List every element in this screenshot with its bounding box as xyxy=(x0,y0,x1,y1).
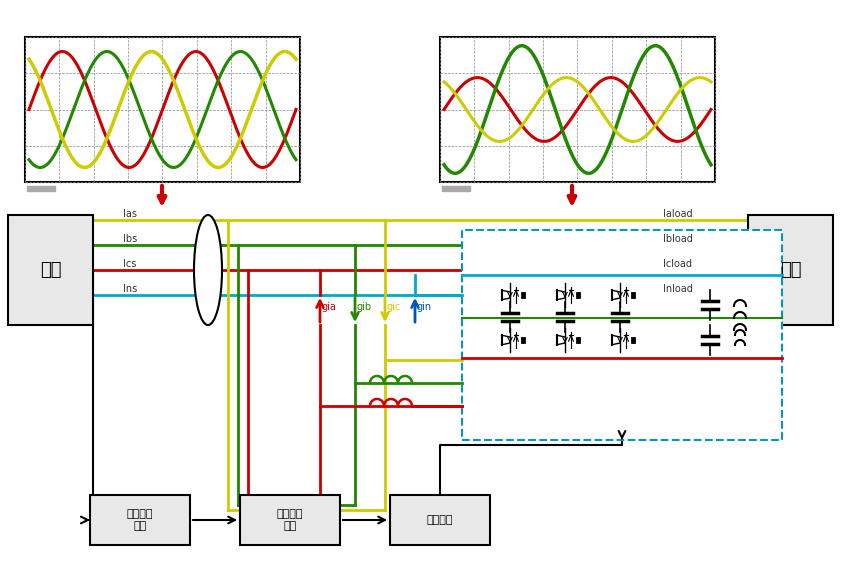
Text: Ias: Ias xyxy=(123,209,137,219)
Bar xyxy=(747,215,832,325)
Text: gia: gia xyxy=(322,302,337,312)
Bar xyxy=(462,230,781,440)
Bar xyxy=(8,215,93,325)
Bar xyxy=(25,37,300,182)
Ellipse shape xyxy=(194,215,222,325)
Text: Inload: Inload xyxy=(663,284,692,294)
Bar xyxy=(90,495,190,545)
Text: gin: gin xyxy=(416,302,431,312)
Text: 负荷: 负荷 xyxy=(779,261,800,279)
Bar xyxy=(240,495,339,545)
Bar xyxy=(440,37,714,182)
Bar xyxy=(390,495,490,545)
Text: Iaload: Iaload xyxy=(663,209,692,219)
Text: gib: gib xyxy=(356,302,371,312)
Text: 电网: 电网 xyxy=(40,261,61,279)
Text: Ibs: Ibs xyxy=(123,234,137,244)
Bar xyxy=(27,186,55,191)
Text: 电流采样
滤波: 电流采样 滤波 xyxy=(127,509,153,531)
Text: Ics: Ics xyxy=(123,259,136,269)
Text: 电流跟踪
控制: 电流跟踪 控制 xyxy=(277,509,303,531)
Text: Icload: Icload xyxy=(663,259,691,269)
Text: Ins: Ins xyxy=(123,284,137,294)
Bar xyxy=(441,186,469,191)
Text: gic: gic xyxy=(387,302,401,312)
Text: 驱动电源: 驱动电源 xyxy=(426,515,452,525)
Text: Ibload: Ibload xyxy=(663,234,692,244)
